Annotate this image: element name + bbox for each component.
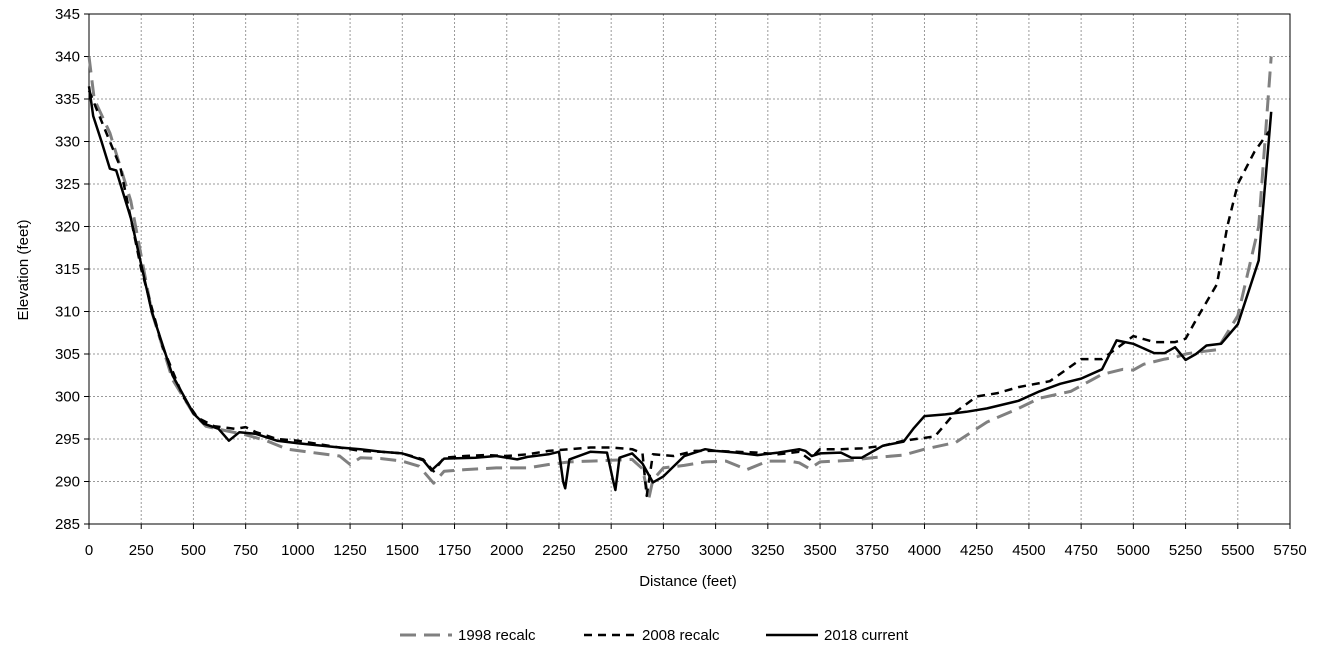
y-tick-label: 345 xyxy=(55,6,80,23)
x-tick-label: 3500 xyxy=(803,542,836,559)
y-tick-label: 295 xyxy=(55,431,80,448)
x-tick-label: 4750 xyxy=(1064,542,1097,559)
x-tick-label: 0 xyxy=(85,542,93,559)
x-tick-label: 2000 xyxy=(490,542,523,559)
x-tick-label: 1250 xyxy=(333,542,366,559)
y-axis-title: Elevation (feet) xyxy=(15,220,32,321)
x-tick-label: 250 xyxy=(129,542,154,559)
x-tick-label: 5500 xyxy=(1221,542,1254,559)
legend: 1998 recalc 2008 recalc 2018 current xyxy=(400,627,909,644)
x-tick-label: 4000 xyxy=(908,542,941,559)
x-tick-label: 4250 xyxy=(960,542,993,559)
x-tick-label: 3250 xyxy=(751,542,784,559)
x-tick-label: 1750 xyxy=(438,542,471,559)
series-line-2018-current xyxy=(87,86,1273,492)
y-axis-tick-labels: 285 290 295 300 305 310 315 320 325 330 335 340 345 xyxy=(55,6,80,533)
y-tick-label: 315 xyxy=(55,261,80,278)
y-tick-label: 285 xyxy=(55,516,80,533)
x-tick-label: 5250 xyxy=(1169,542,1202,559)
x-tick-label: 3000 xyxy=(699,542,732,559)
x-axis-tick-labels: 0 250 500 750 1000 1250 1500 1750 2000 2250 2500 27… xyxy=(85,542,1307,559)
y-tick-label: 320 xyxy=(55,219,80,236)
x-tick-label: 1500 xyxy=(386,542,419,559)
y-tick-label: 335 xyxy=(55,91,80,108)
data-series xyxy=(87,56,1273,500)
y-tick-label: 325 xyxy=(55,176,80,193)
x-tick-label: 5000 xyxy=(1117,542,1150,559)
legend-label: 2008 recalc xyxy=(642,627,720,644)
x-tick-label: 2500 xyxy=(594,542,627,559)
gridlines xyxy=(88,13,1291,525)
x-tick-label: 2750 xyxy=(647,542,680,559)
y-tick-label: 290 xyxy=(55,474,80,491)
x-tick-label: 2250 xyxy=(542,542,575,559)
y-tick-label: 300 xyxy=(55,389,80,406)
x-tick-label: 1000 xyxy=(281,542,314,559)
x-tick-label: 500 xyxy=(181,542,206,559)
x-axis-title: Distance (feet) xyxy=(639,573,737,590)
x-tick-label: 3750 xyxy=(856,542,889,559)
y-tick-label: 330 xyxy=(55,134,80,151)
x-tick-label: 5750 xyxy=(1273,542,1306,559)
legend-label: 2018 current xyxy=(824,627,909,644)
y-tick-label: 340 xyxy=(55,49,80,66)
axes xyxy=(84,13,1291,529)
y-tick-label: 310 xyxy=(55,304,80,321)
legend-label: 1998 recalc xyxy=(458,627,536,644)
series-line-1998-recalc xyxy=(87,56,1273,500)
y-tick-label: 305 xyxy=(55,346,80,363)
x-tick-label: 750 xyxy=(233,542,258,559)
x-tick-label: 4500 xyxy=(1012,542,1045,559)
